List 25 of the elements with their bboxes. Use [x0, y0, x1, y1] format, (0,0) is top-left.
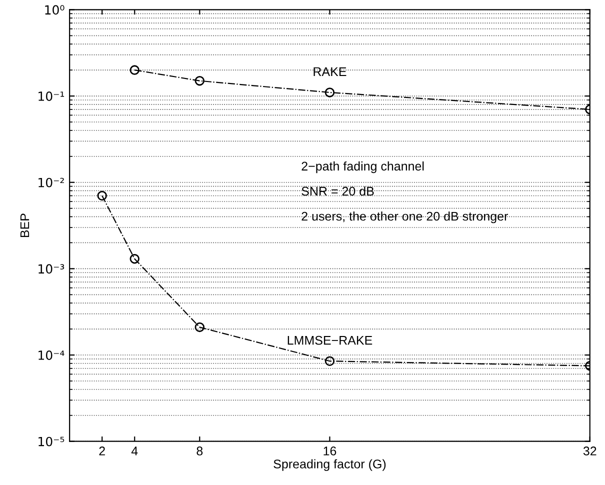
point [130, 254, 140, 264]
point [130, 65, 140, 75]
annotation: 2−path fading channel [302, 161, 424, 174]
point [194, 76, 205, 86]
y-tick-label: 10⁻³ [38, 264, 64, 274]
x-axis-title: Spreading factor (G) [274, 459, 386, 471]
y-tick-label: 10⁻⁴ [38, 350, 64, 360]
x-tick-label: 2 [99, 446, 105, 456]
y-tick-label: 10⁰ [45, 5, 64, 15]
series-label: RAKE [314, 67, 346, 76]
x-tick-label: 8 [196, 446, 203, 456]
y-tick-label: 10⁻² [38, 178, 64, 188]
y-axis-title: BEP [20, 214, 30, 238]
series-label: LMMSE−RAKE [288, 336, 372, 345]
point [324, 88, 335, 98]
point [194, 322, 205, 332]
x-tick-label: 32 [583, 446, 596, 456]
y-tick-label: 10⁻⁵ [38, 436, 64, 446]
point [97, 190, 107, 201]
x-tick-label: 16 [324, 446, 336, 456]
point [324, 356, 335, 366]
y-tick-label: 10⁻¹ [38, 92, 64, 101]
annotation: 2 users, the other one 20 dB stronger [302, 211, 508, 224]
annotation: SNR = 20 dB [302, 186, 374, 196]
x-tick-label: 4 [131, 446, 138, 456]
